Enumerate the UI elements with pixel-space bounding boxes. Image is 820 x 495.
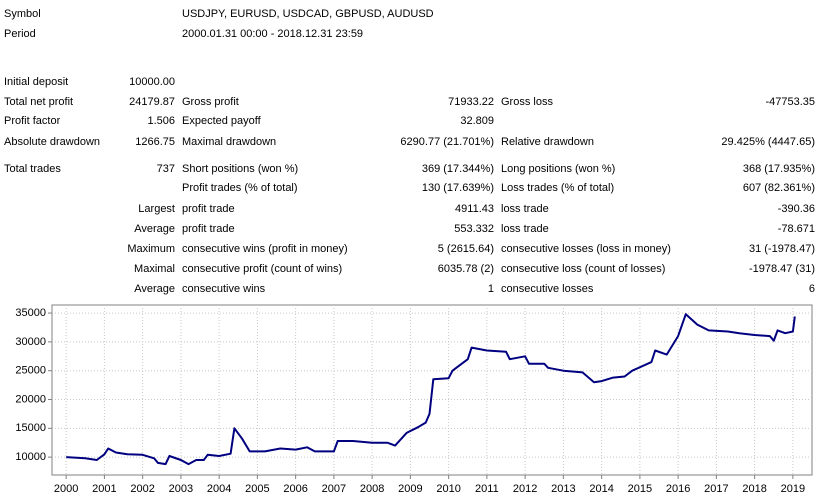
stat-label: consecutive losses (loss in money) <box>501 243 671 255</box>
x-tick-label: 2004 <box>207 483 231 495</box>
stat-value: 31 (-1978.47) <box>748 243 815 255</box>
stat-value: -78.671 <box>777 223 815 235</box>
y-tick-label: 35000 <box>15 307 46 319</box>
stat-label: Profit factor <box>4 115 61 127</box>
equity-line <box>66 313 796 466</box>
x-tick-label: 2010 <box>436 483 460 495</box>
stat-label: consecutive wins <box>182 283 266 295</box>
stat-label: Gross profit <box>182 96 239 108</box>
stat-value: 24179.87 <box>129 96 175 108</box>
stat-value: 130 (17.639%) <box>421 182 494 194</box>
stat-label: Total trades <box>4 163 61 175</box>
x-tick-label: 2008 <box>360 483 384 495</box>
header-value: USDJPY, EURUSD, USDCAD, GBPUSD, AUDUSD <box>182 8 434 20</box>
stat-value: -1978.47 (31) <box>748 263 815 275</box>
header-value: 2000.01.31 00:00 - 2018.12.31 23:59 <box>182 28 364 40</box>
stat-value: 607 (82.361%) <box>742 182 815 194</box>
stat-label: Profit trades (% of total) <box>182 182 298 194</box>
stat-label: loss trade <box>501 203 549 215</box>
row-prefix: Maximal <box>134 263 175 275</box>
stat-label: consecutive losses <box>501 283 594 295</box>
stat-value: -47753.35 <box>765 96 815 108</box>
x-tick-label: 2018 <box>742 483 766 495</box>
stat-value: 32.809 <box>460 115 494 127</box>
stat-label: Absolute drawdown <box>4 136 101 148</box>
stat-value: 368 (17.935%) <box>742 163 815 175</box>
x-tick-label: 2005 <box>245 483 269 495</box>
y-tick-label: 10000 <box>15 451 46 463</box>
stat-value: 1266.75 <box>135 136 175 148</box>
y-tick-label: 20000 <box>15 393 46 405</box>
stat-value: 4911.43 <box>455 203 494 215</box>
stat-label: Relative drawdown <box>501 136 594 148</box>
stat-value: 553.332 <box>454 223 494 235</box>
stat-label: Expected payoff <box>182 115 261 127</box>
stat-value: 737 <box>156 163 175 175</box>
x-tick-label: 2012 <box>513 483 537 495</box>
stat-value: -390.36 <box>777 203 815 215</box>
y-tick-label: 25000 <box>15 365 46 377</box>
x-tick-label: 2002 <box>130 483 154 495</box>
plot-area <box>51 304 813 476</box>
x-tick-label: 2016 <box>666 483 690 495</box>
x-tick-label: 2007 <box>322 483 346 495</box>
stat-value: 369 (17.344%) <box>421 163 494 175</box>
x-tick-label: 2017 <box>704 483 728 495</box>
row-prefix: Average <box>134 283 175 295</box>
stat-label: loss trade <box>501 223 549 235</box>
stat-label: Initial deposit <box>4 76 69 88</box>
x-tick-label: 2013 <box>551 483 575 495</box>
stat-label: Loss trades (% of total) <box>501 182 615 194</box>
stat-value: 71933.22 <box>448 96 494 108</box>
stat-label: Short positions (won %) <box>182 163 299 175</box>
x-tick-label: 2015 <box>628 483 652 495</box>
stat-value: 10000.00 <box>129 76 175 88</box>
row-prefix: Maximum <box>127 243 175 255</box>
stat-value: 29.425% (4447.65) <box>721 136 815 148</box>
y-tick-label: 30000 <box>15 336 46 348</box>
stat-label: consecutive loss (count of losses) <box>501 263 666 275</box>
x-tick-label: 2009 <box>398 483 422 495</box>
stat-label: Long positions (won %) <box>501 163 616 175</box>
y-tick-label: 15000 <box>15 422 46 434</box>
x-tick-label: 2000 <box>54 483 78 495</box>
header-label: Symbol <box>4 8 41 20</box>
x-tick-label: 2011 <box>475 483 499 495</box>
stat-label: Gross loss <box>501 96 553 108</box>
stat-value: 1.506 <box>147 115 175 127</box>
stat-label: Total net profit <box>4 96 74 108</box>
x-tick-label: 2014 <box>589 483 613 495</box>
header-label: Period <box>4 28 36 40</box>
x-tick-label: 2003 <box>169 483 193 495</box>
x-tick-label: 2019 <box>781 483 805 495</box>
stat-label: profit trade <box>182 203 235 215</box>
stat-value: 1 <box>487 283 494 295</box>
row-prefix: Average <box>134 223 175 235</box>
stat-label: Maximal drawdown <box>182 136 277 148</box>
stat-label: profit trade <box>182 223 235 235</box>
stat-value: 6035.78 (2) <box>437 263 494 275</box>
stat-value: 5 (2615.64) <box>437 243 494 255</box>
x-tick-label: 2006 <box>283 483 307 495</box>
stat-label: consecutive wins (profit in money) <box>182 243 348 255</box>
row-prefix: Largest <box>138 203 175 215</box>
stat-value: 6 <box>808 283 815 295</box>
stat-value: 6290.77 (21.701%) <box>400 136 494 148</box>
x-tick-label: 2001 <box>92 483 116 495</box>
stat-label: consecutive profit (count of wins) <box>182 263 343 275</box>
